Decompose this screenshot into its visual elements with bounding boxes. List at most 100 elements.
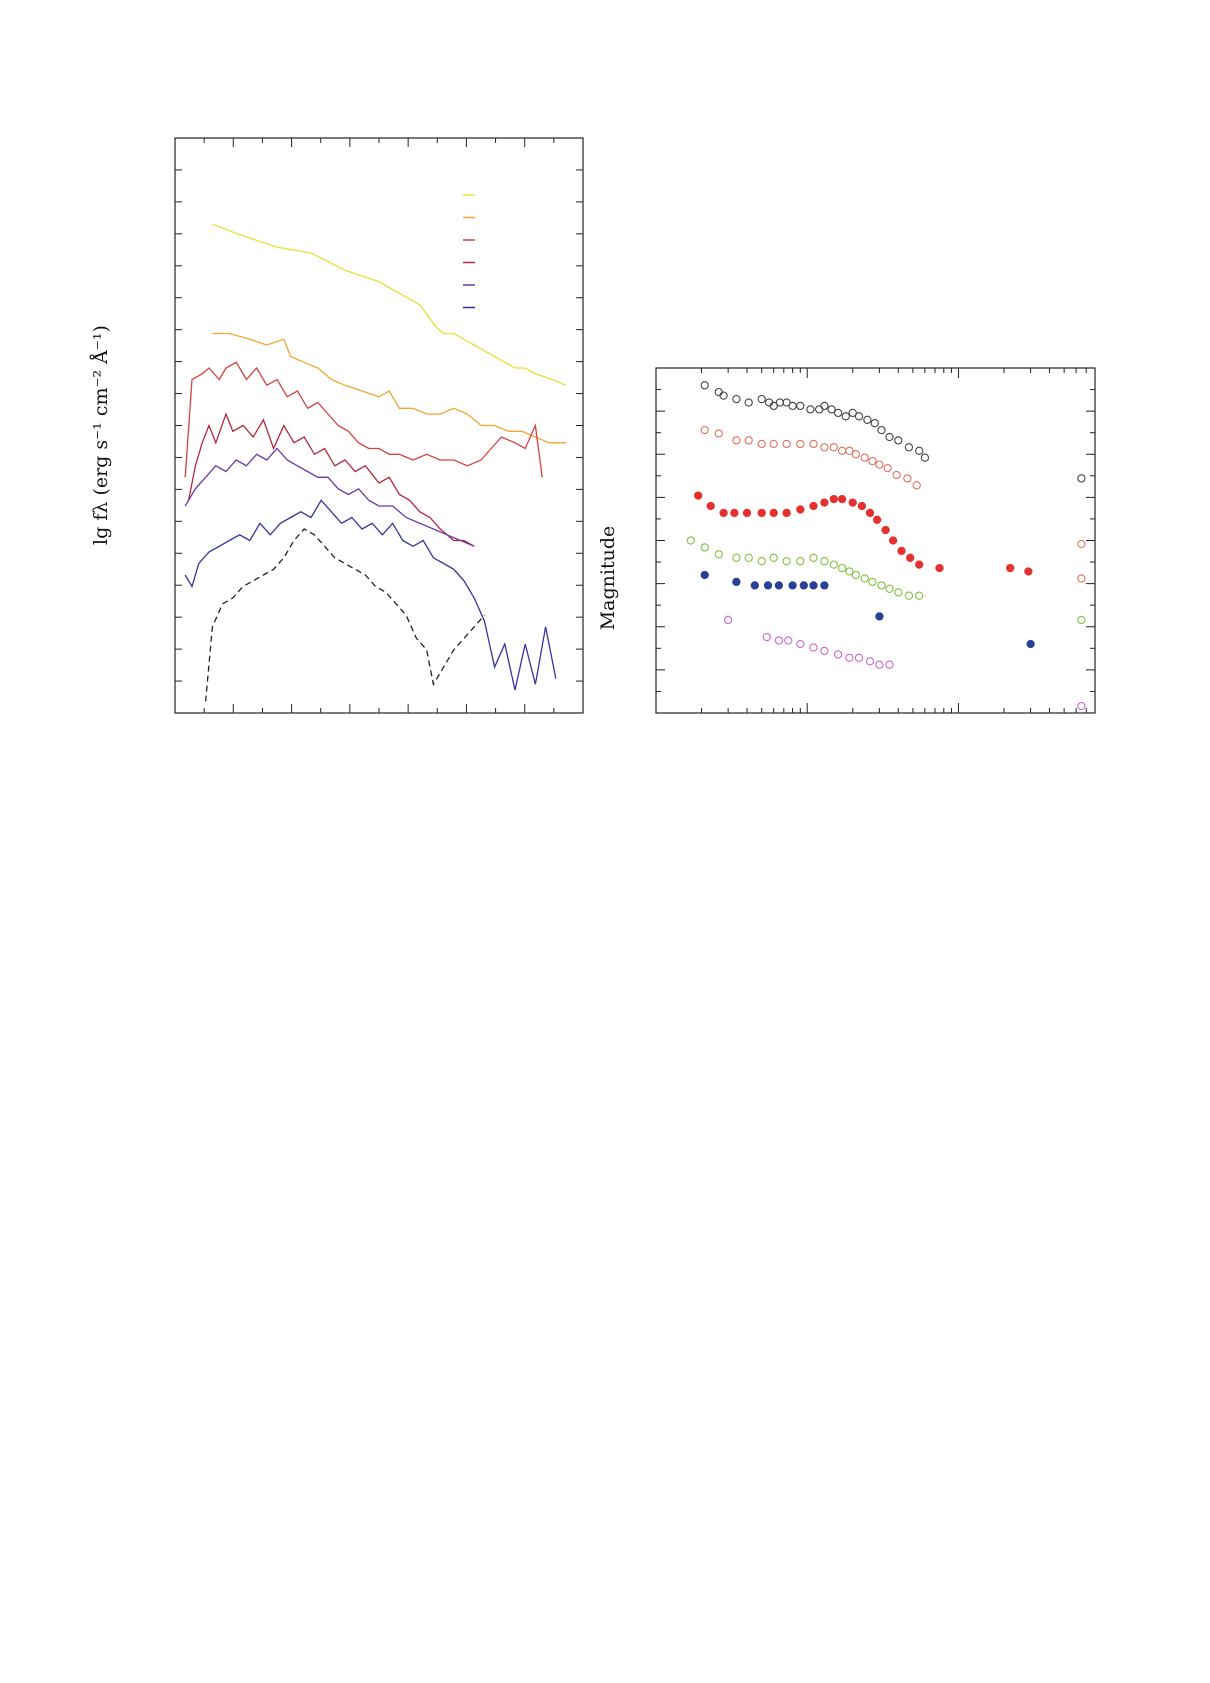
data-point xyxy=(897,546,906,556)
spectrum-line xyxy=(184,361,543,478)
data-point xyxy=(686,536,695,545)
data-point xyxy=(757,394,766,404)
data-point xyxy=(769,439,778,449)
data-point xyxy=(877,581,886,590)
data-point xyxy=(854,653,864,662)
data-point xyxy=(820,646,829,656)
data-point xyxy=(857,501,867,511)
data-point xyxy=(875,660,884,669)
data-point xyxy=(782,557,791,566)
data-point xyxy=(875,460,884,469)
data-point xyxy=(865,508,875,518)
data-point xyxy=(788,581,797,590)
data-point xyxy=(796,505,805,514)
data-point xyxy=(820,401,829,411)
data-point xyxy=(894,588,903,597)
data-point xyxy=(774,581,784,590)
data-point xyxy=(833,650,843,659)
spectra-panel xyxy=(174,137,584,714)
data-point xyxy=(820,443,829,452)
spectrum-line xyxy=(184,499,557,691)
data-point xyxy=(872,515,882,524)
data-point xyxy=(885,584,894,593)
data-point xyxy=(757,508,766,518)
data-point xyxy=(762,632,771,642)
data-point xyxy=(809,581,818,590)
spectrum-line xyxy=(212,332,566,444)
data-point xyxy=(863,415,872,424)
data-point xyxy=(732,553,741,562)
data-point xyxy=(806,405,815,414)
data-point xyxy=(763,581,773,590)
data-point xyxy=(732,577,741,587)
data-point xyxy=(782,398,791,407)
data-point xyxy=(935,563,944,573)
data-point xyxy=(1077,701,1086,711)
data-point xyxy=(788,401,797,411)
data-point xyxy=(732,394,741,404)
data-point xyxy=(809,439,818,449)
data-point xyxy=(784,636,793,645)
data-point xyxy=(829,560,838,569)
data-point xyxy=(868,577,877,587)
data-point xyxy=(848,408,857,418)
data-point xyxy=(837,563,847,573)
data-point xyxy=(851,450,861,459)
data-point xyxy=(742,508,752,518)
data-point xyxy=(769,401,778,411)
data-point xyxy=(881,525,890,535)
data-point xyxy=(845,567,854,576)
data-point xyxy=(848,498,857,507)
data-point xyxy=(782,439,791,449)
data-point xyxy=(719,391,728,400)
data-point xyxy=(1077,474,1086,483)
data-point xyxy=(877,425,886,435)
data-point xyxy=(827,405,836,414)
data-point xyxy=(744,436,753,445)
data-point xyxy=(915,446,924,455)
data-point xyxy=(837,494,847,504)
data-point xyxy=(868,456,877,466)
spectra-y-axis-label: lg fλ (erg s⁻¹ cm⁻² Å⁻¹) xyxy=(90,325,112,545)
data-point xyxy=(885,660,894,669)
data-point xyxy=(723,615,733,625)
data-point xyxy=(860,574,869,583)
data-point xyxy=(796,639,805,649)
data-point xyxy=(875,612,884,621)
data-point xyxy=(854,412,864,421)
data-point xyxy=(719,508,728,518)
data-point xyxy=(888,536,898,545)
data-point xyxy=(714,387,723,397)
data-point xyxy=(865,657,875,666)
data-point xyxy=(860,453,869,462)
magnitude-y-axis-label: Magnitude xyxy=(597,525,619,631)
data-point xyxy=(829,494,838,504)
spectrum-line xyxy=(187,412,475,547)
data-point xyxy=(845,653,854,662)
data-point xyxy=(904,591,914,600)
data-point xyxy=(815,405,824,414)
spectrum-line xyxy=(204,528,485,702)
data-point xyxy=(903,474,912,483)
data-point xyxy=(700,381,709,390)
data-point xyxy=(769,553,778,562)
data-point xyxy=(1077,615,1086,625)
data-point xyxy=(820,498,829,507)
data-point xyxy=(870,419,879,428)
data-point xyxy=(841,412,850,421)
data-point xyxy=(694,491,703,500)
data-point xyxy=(1026,639,1035,649)
data-point xyxy=(912,481,921,490)
data-point xyxy=(799,581,808,590)
data-point xyxy=(915,591,924,600)
data-point xyxy=(845,446,854,455)
data-point xyxy=(714,550,723,559)
magnitude-panel xyxy=(655,367,1096,714)
spectrum-line xyxy=(184,447,475,547)
data-point xyxy=(796,439,805,449)
data-point xyxy=(809,501,818,511)
data-point xyxy=(782,508,791,518)
data-point xyxy=(904,443,914,452)
data-point xyxy=(894,436,903,445)
data-point xyxy=(714,429,723,438)
